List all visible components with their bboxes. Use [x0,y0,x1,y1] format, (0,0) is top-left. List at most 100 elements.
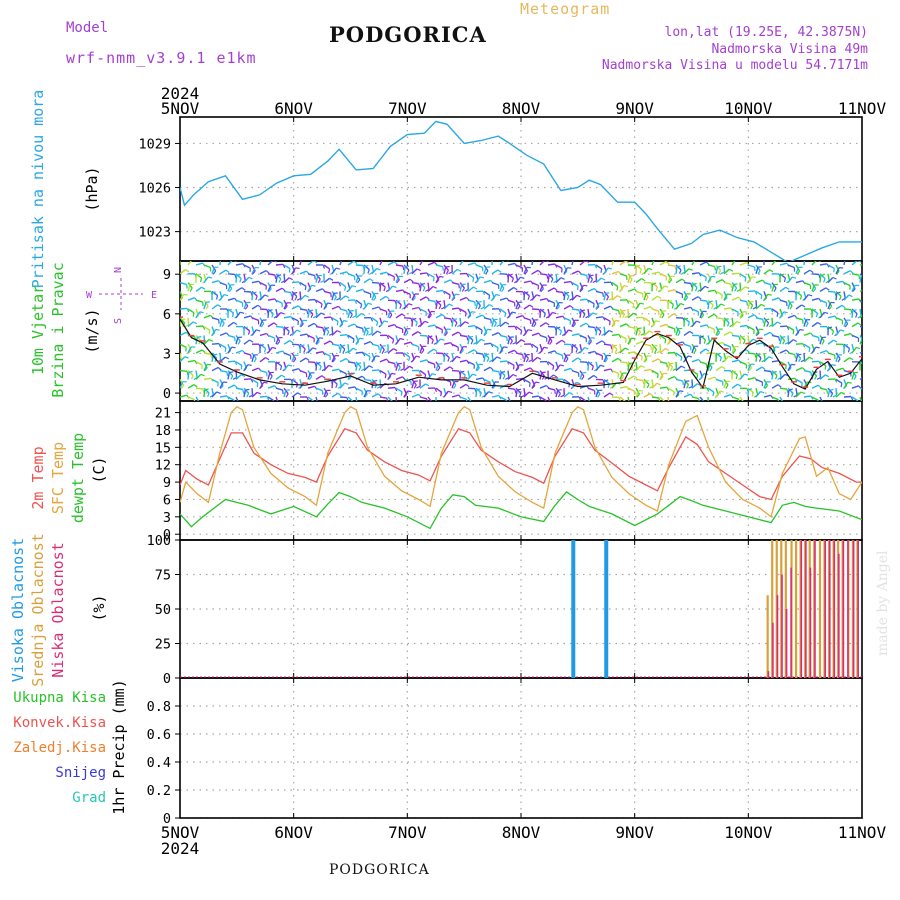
wind-barb [299,333,308,337]
wind-barb [363,378,372,382]
wind-barb-flag [470,340,474,345]
wind-barb-flag [850,396,854,401]
wind-barb [779,387,787,390]
wind-barb [283,264,291,270]
wind-barb [667,375,675,381]
wind-barb [787,335,790,343]
wind-barb-flag [245,388,250,391]
wind-barb-flag [784,341,789,345]
wind-barb-flag [867,327,868,331]
wind-barb [339,382,346,389]
x-tick-label-bottom: 7NOV [388,823,427,842]
wind-barb-flag [418,283,421,288]
model-label: Model [66,20,109,36]
wind-barb-flag [760,295,763,300]
wind-barb [387,348,394,354]
wind-barb [371,317,379,323]
wind-barb [827,277,834,284]
wind-barb-flag [752,306,757,310]
wind-barb-flag [762,319,765,324]
wind-barb-flag [373,296,377,301]
wind-barb-flag [460,370,465,373]
wind-barb [827,326,834,332]
wind-barb [819,361,827,367]
wind-barb [419,370,427,376]
wind-barb-flag [561,339,566,344]
wind-barb [523,388,526,396]
wind-barb-flag [738,336,741,341]
wind-barb [691,370,699,376]
wind-barb-flag [754,353,757,358]
wind-barb-flag [665,261,670,265]
wind-barb-flag [219,385,224,390]
wind-barb [635,328,639,336]
wind-barb [539,261,545,266]
wind-barb [395,363,399,371]
wind-barb [243,276,250,284]
wind-barb [267,385,275,389]
wind-barb-flag [520,276,525,280]
wind-barb [691,346,695,354]
wind-barb-flag [783,311,788,314]
wind-barb [435,276,441,283]
compass-rose: NW ES [86,267,157,324]
wind-barb-flag [440,392,443,397]
wind-barb [539,284,544,292]
wind-barb [595,302,601,310]
y-tick-label: 6 [163,307,171,323]
wind-barb-flag [840,383,843,388]
wind-barb [283,273,286,281]
wind-barb-flag [720,303,725,307]
wind-barb [859,337,862,345]
wind-barb-flag [344,382,349,385]
year-label-bottom: 2024 [161,839,200,858]
wind-barb-flag [201,349,206,354]
wind-barb-flag [721,366,726,370]
wind-barb [251,280,260,284]
wind-barb-flag [180,385,185,389]
wind-barb [419,272,427,275]
wind-barb [771,370,778,376]
wind-barb-flag [815,313,819,318]
wind-barb [307,334,315,340]
wind-barb [235,311,241,319]
wind-barb [771,261,777,266]
wind-barb [659,372,665,380]
wind-barb-flag [801,367,806,371]
wind-barb [331,392,339,398]
wind-barb [523,317,531,321]
wind-barb-flag [556,305,560,310]
wind-barb-flag [386,271,390,277]
wind-barb [379,284,382,292]
wind-barb [475,325,483,331]
wind-barb [243,378,252,381]
wind-barb [611,270,619,275]
wind-barb [859,289,862,293]
wind-barb [243,352,251,356]
wind-barb-flag [242,389,245,394]
wind-barb-flag [279,365,283,371]
wind-barb [835,329,841,336]
wind-barb [219,343,227,349]
wind-barb-flag [712,391,715,397]
x-tick-label-top: 10NOV [724,99,773,118]
wind-barb [387,361,395,365]
wind-barb [659,347,666,354]
wind-barb [443,354,446,362]
wind-barb [755,266,759,275]
high-cloud-label: Visoka Oblacnost [9,538,27,683]
wind-barb-flag [866,375,869,377]
wind-barb [755,279,763,284]
wind-barb-flag [361,312,366,317]
wind-barb [563,317,571,322]
wind-barb [483,388,487,396]
wind-barb-flag [600,268,603,273]
wind-barb [180,317,186,324]
wind-barb-flag [801,304,806,308]
wind-barb [763,293,769,301]
wind-barb [619,344,622,352]
wind-barb-flag [297,305,302,309]
wind-barb [603,290,610,298]
wind-barb [259,308,268,311]
wind-barb-flag [764,257,768,258]
